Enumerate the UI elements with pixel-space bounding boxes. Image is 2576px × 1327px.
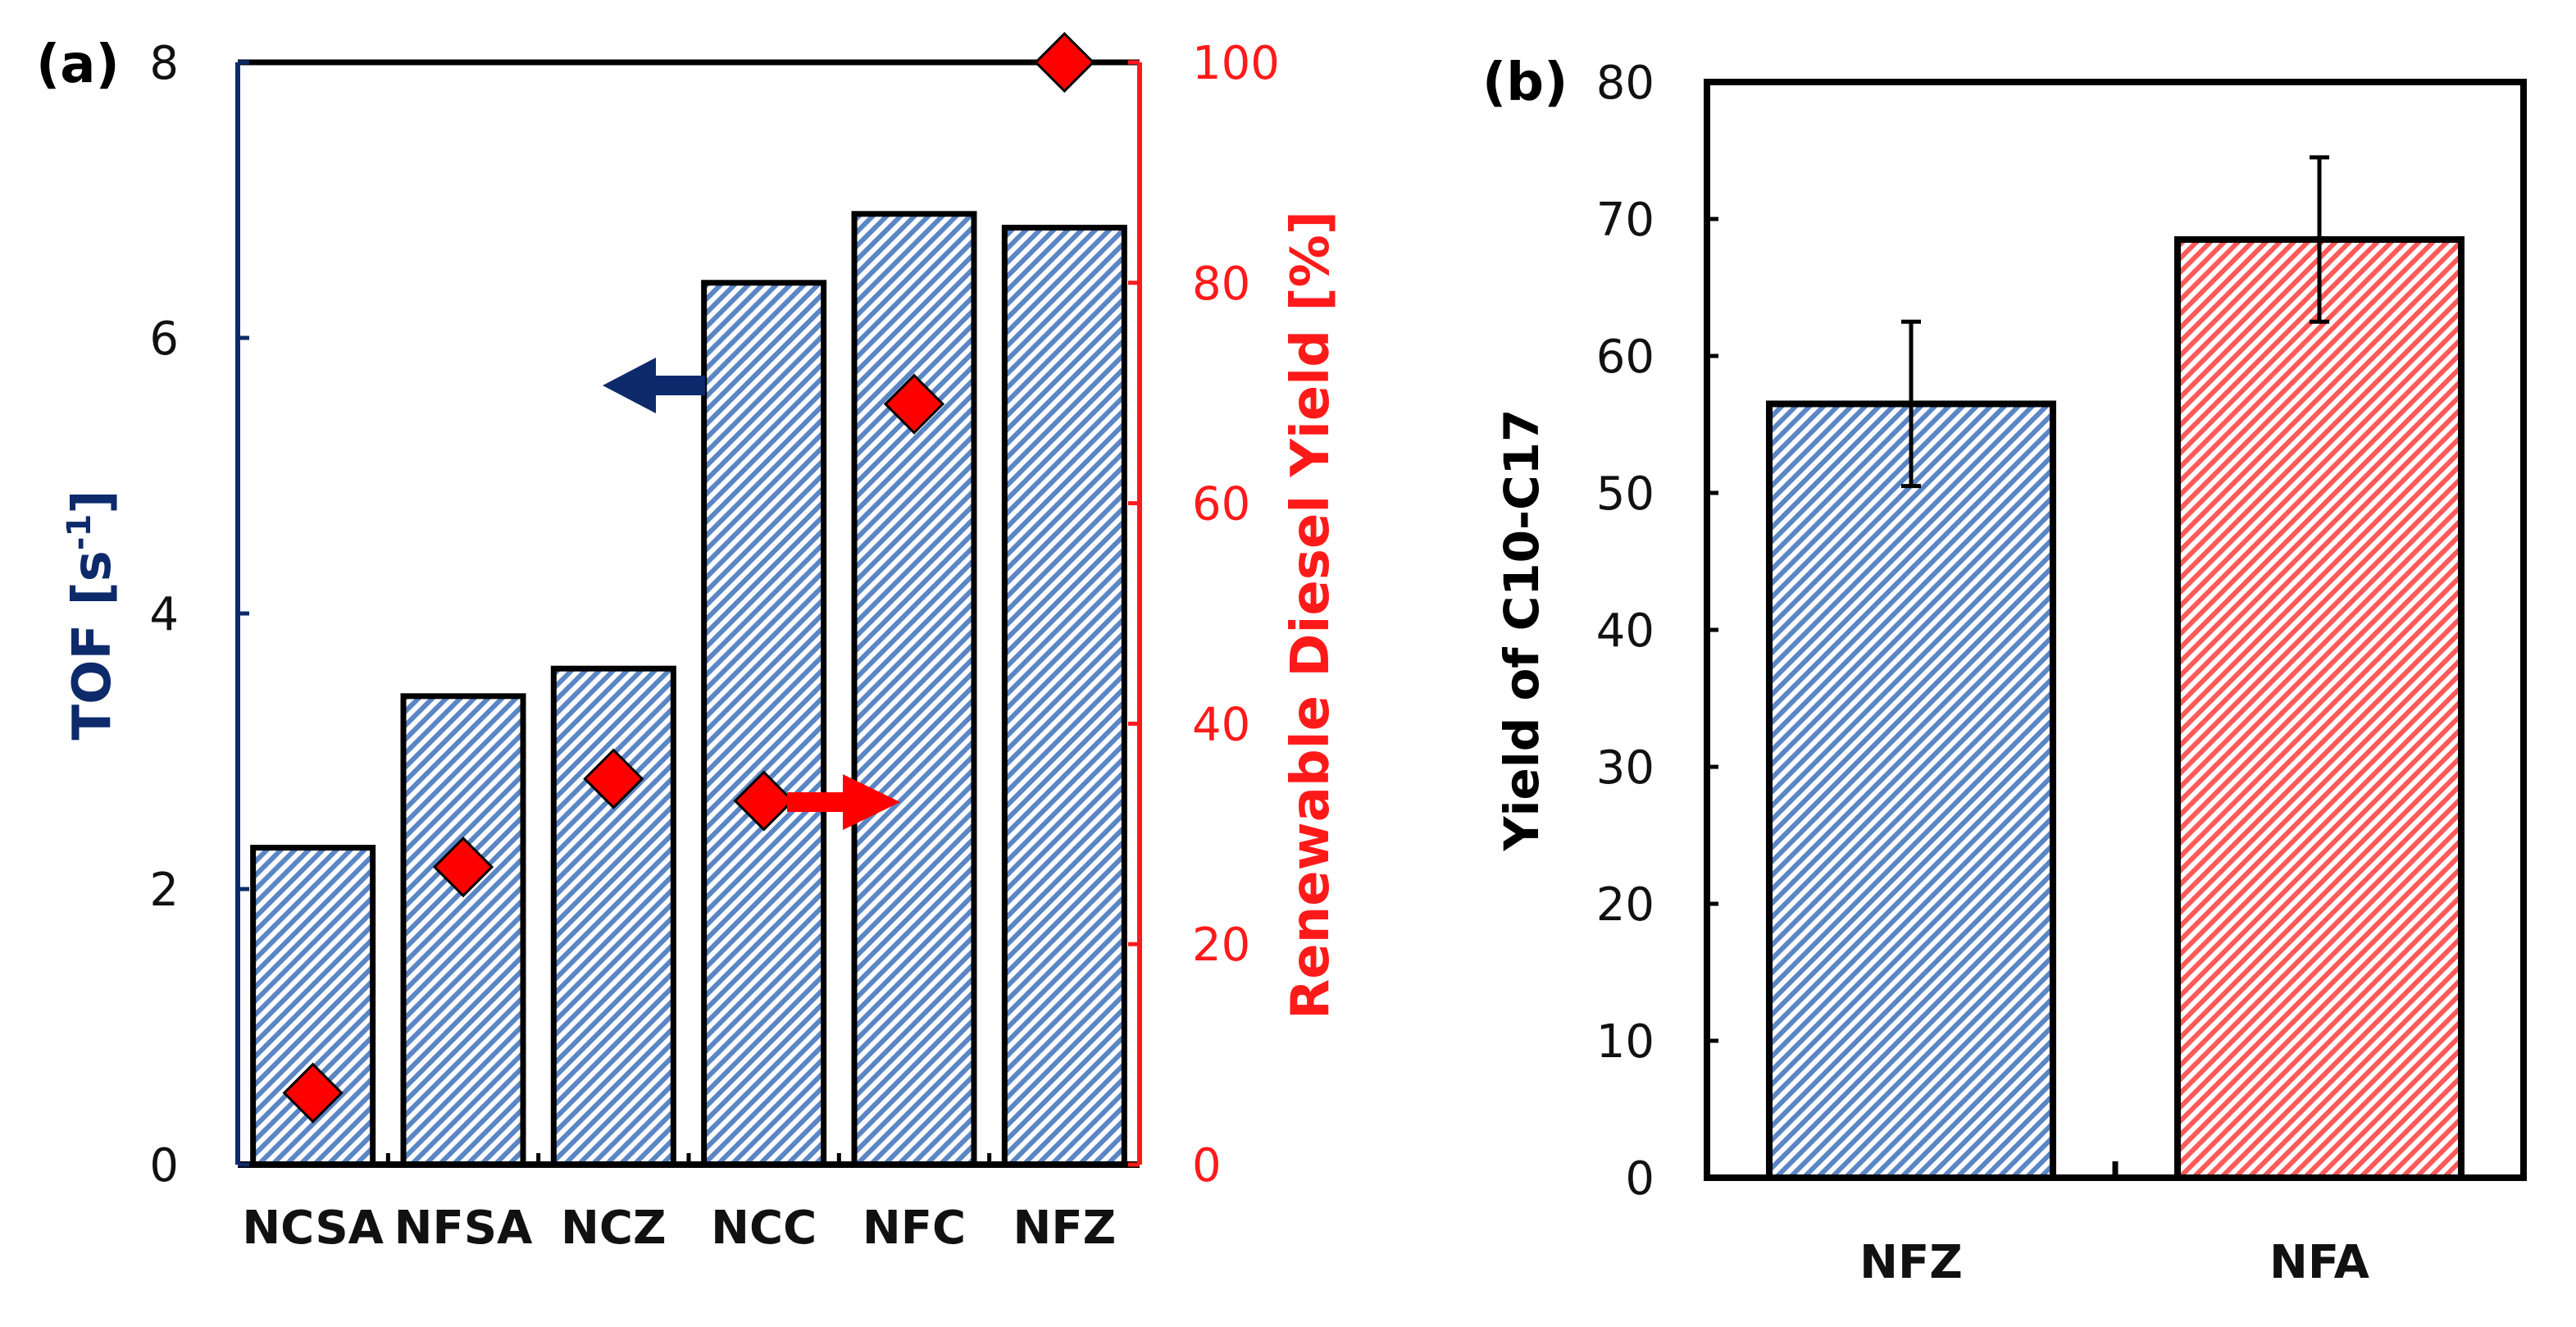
x-category-label: NFA [2269, 1236, 2370, 1289]
y-axis-tick-label: 20 [1596, 878, 1654, 932]
left-axis-tick-label: 2 [149, 864, 179, 917]
tof-bar-nfsa [400, 693, 526, 1168]
y-axis-tick-label: 80 [1596, 57, 1654, 110]
right-axis-tick-label: 40 [1192, 698, 1250, 751]
yield-marker-nfsa [432, 836, 494, 898]
left-axis-tick-label: 4 [149, 588, 179, 641]
right-axis-tick-label: 0 [1192, 1139, 1222, 1192]
yield-marker-nfc [883, 373, 945, 435]
x-category-label: NCSA [242, 1202, 384, 1255]
yield-marker-ncz [583, 748, 644, 809]
right-arrow-annotation [787, 774, 900, 830]
panel-a-label: (a) [36, 34, 120, 95]
y-axis-tick-label: 50 [1596, 467, 1654, 521]
left-axis-tick-label: 6 [149, 312, 179, 366]
right-axis-tick-label: 80 [1192, 258, 1250, 311]
panel-b-y-axis-title: Yield of C10-C17 [1494, 409, 1550, 852]
x-category-label: NFSA [394, 1202, 533, 1255]
yield-marker-ncsa [282, 1062, 344, 1124]
panel-b-chart: (b) 0 10 20 30 40 50 60 70 80 NFZ NFA Yield of C10… [1482, 52, 2527, 1289]
y-axis-tick-label: 10 [1596, 1015, 1654, 1069]
yield-marker-nfz [1034, 31, 1095, 93]
y-axis-tick-label: 30 [1596, 741, 1654, 795]
tof-bar-ncz [550, 665, 676, 1168]
right-axis-tick-label: 20 [1192, 919, 1250, 972]
error-bar-nfz [1901, 319, 1921, 489]
x-category-label: NFZ [1859, 1236, 1963, 1289]
y-axis-tick-label: 70 [1596, 194, 1654, 247]
left-axis-tick-label: 8 [149, 37, 179, 90]
error-bar-nfa [2310, 155, 2329, 324]
y-axis-tick-label: 0 [1625, 1152, 1654, 1206]
tof-bar-nfc [851, 211, 977, 1168]
panel-b-label: (b) [1482, 52, 1568, 113]
right-axis-tick-label: 100 [1192, 37, 1280, 90]
left-arrow-annotation [603, 358, 705, 413]
tof-bar-ncc [701, 280, 827, 1168]
yield-marker-ncc [733, 770, 794, 832]
y-axis-tick-label: 60 [1596, 331, 1654, 384]
yield-bar-nfz [1766, 400, 2056, 1181]
x-category-label: NCC [711, 1202, 817, 1255]
x-category-label: NCZ [561, 1202, 667, 1255]
panel-a-right-axis-title: Renewable Diesel Yield [%] [1281, 211, 1341, 1019]
left-axis-tick-label: 0 [149, 1139, 179, 1192]
yield-bar-nfa [2174, 236, 2464, 1181]
x-category-label: NFC [862, 1202, 966, 1255]
y-axis-tick-label: 40 [1596, 604, 1654, 658]
right-axis-tick-label: 60 [1192, 478, 1250, 531]
tof-bar-nfz [1001, 225, 1127, 1168]
panel-a-left-axis-title: TOF [s-1] [61, 490, 123, 740]
x-category-label: NFZ [1013, 1202, 1116, 1255]
